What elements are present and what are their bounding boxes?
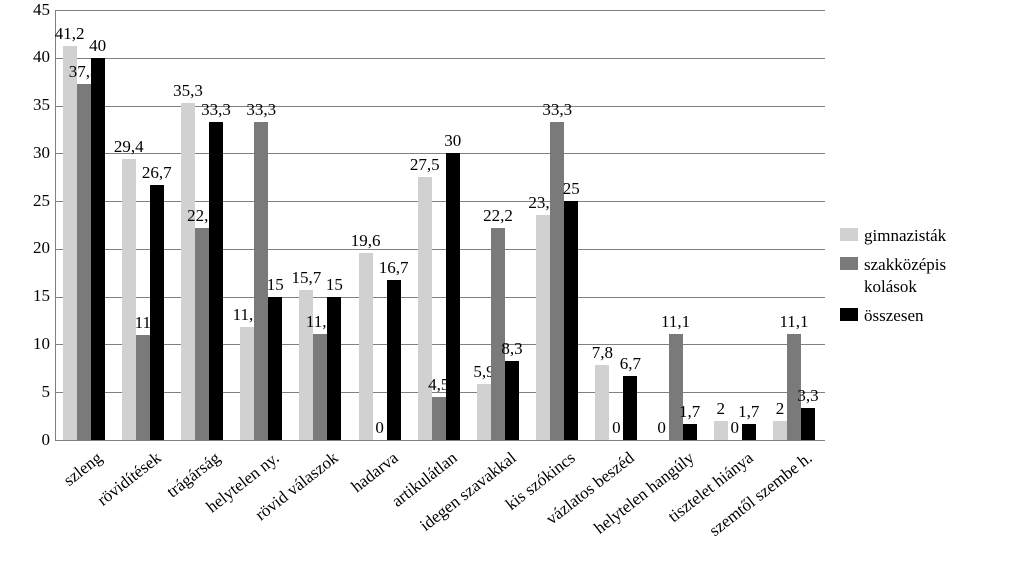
bar	[313, 334, 327, 440]
bar	[669, 334, 683, 440]
gridline	[55, 344, 825, 345]
bar	[387, 280, 401, 440]
bar-value-label: 29,4	[114, 137, 144, 157]
bar	[773, 421, 787, 440]
bar	[181, 103, 195, 440]
legend: gimnazisták szakközépiskolások összesen	[840, 225, 1010, 334]
bar-value-label: 16,7	[379, 258, 409, 278]
bar	[564, 201, 578, 440]
legend-item: összesen	[840, 305, 1010, 326]
y-tick-label: 45	[10, 0, 50, 20]
bar-value-label: 11	[135, 313, 151, 333]
bar	[683, 424, 697, 440]
bar-value-label: 15	[326, 275, 343, 295]
bar	[623, 376, 637, 440]
bar	[446, 153, 460, 440]
bar	[136, 335, 150, 440]
bar-value-label: 33,3	[246, 100, 276, 120]
bar	[77, 84, 91, 440]
bar	[801, 408, 815, 440]
bar	[550, 122, 564, 440]
bar	[595, 365, 609, 440]
legend-label: gimnazisták	[864, 225, 946, 246]
legend-swatch	[840, 228, 858, 241]
y-axis-line	[55, 10, 56, 440]
legend-item: gimnazisták	[840, 225, 1010, 246]
bar	[209, 122, 223, 440]
bar-value-label: 25	[563, 179, 580, 199]
bar-value-label: 11,1	[661, 312, 690, 332]
y-tick-label: 30	[10, 143, 50, 163]
bar	[714, 421, 728, 440]
y-tick-label: 15	[10, 286, 50, 306]
bar-value-label: 0	[375, 418, 384, 438]
legend-label: összesen	[864, 305, 923, 326]
gridline	[55, 249, 825, 250]
bar-value-label: 1,7	[738, 402, 759, 422]
bar-value-label: 0	[612, 418, 621, 438]
bar	[268, 297, 282, 440]
bar-value-label: 40	[89, 36, 106, 56]
bar	[491, 228, 505, 440]
gridline	[55, 201, 825, 202]
bar-value-label: 30	[444, 131, 461, 151]
bar-value-label: 11,1	[779, 312, 808, 332]
bar-value-label: 19,6	[351, 231, 381, 251]
bar	[418, 177, 432, 440]
bar	[536, 215, 550, 440]
bar-value-label: 7,8	[592, 343, 613, 363]
bar	[505, 361, 519, 440]
bar-value-label: 26,7	[142, 163, 172, 183]
bar-value-label: 33,3	[542, 100, 572, 120]
y-tick-label: 5	[10, 382, 50, 402]
gridline	[55, 440, 825, 441]
bar-value-label: 2	[776, 399, 785, 419]
bar-value-label: 0	[657, 418, 666, 438]
bar-value-label: 22,2	[483, 206, 513, 226]
legend-label: szakközépiskolások	[864, 254, 946, 297]
legend-swatch	[840, 308, 858, 321]
legend-item: szakközépiskolások	[840, 254, 1010, 297]
bar	[477, 384, 491, 440]
bar-value-label: 15	[267, 275, 284, 295]
bar-value-label: 2	[717, 399, 726, 419]
bar-value-label: 33,3	[201, 100, 231, 120]
bar-value-label: 8,3	[501, 339, 522, 359]
bar-value-label: 6,7	[620, 354, 641, 374]
gridline	[55, 10, 825, 11]
bar-value-label: 27,5	[410, 155, 440, 175]
bar	[122, 159, 136, 440]
bar	[327, 297, 341, 440]
gridline	[55, 297, 825, 298]
legend-swatch	[840, 257, 858, 270]
bar-value-label: 3,3	[797, 386, 818, 406]
bar-value-label: 1,7	[679, 402, 700, 422]
y-tick-label: 0	[10, 430, 50, 450]
gridline	[55, 153, 825, 154]
bar-value-label: 15,7	[292, 268, 322, 288]
gridline	[55, 106, 825, 107]
bar	[195, 228, 209, 440]
chart-container: 41,237,34029,41126,735,322,233,311,833,3…	[0, 0, 1023, 584]
y-tick-label: 25	[10, 191, 50, 211]
bar	[742, 424, 756, 440]
bar	[359, 253, 373, 440]
y-tick-label: 20	[10, 238, 50, 258]
bar-value-label: 41,2	[55, 24, 85, 44]
bar	[63, 46, 77, 440]
bar	[432, 397, 446, 440]
gridline	[55, 58, 825, 59]
bar	[91, 58, 105, 440]
y-tick-label: 40	[10, 47, 50, 67]
y-tick-label: 35	[10, 95, 50, 115]
y-tick-label: 10	[10, 334, 50, 354]
bar	[150, 185, 164, 440]
bar-value-label: 35,3	[173, 81, 203, 101]
plot-area: 41,237,34029,41126,735,322,233,311,833,3…	[55, 10, 825, 440]
bar	[240, 327, 254, 440]
